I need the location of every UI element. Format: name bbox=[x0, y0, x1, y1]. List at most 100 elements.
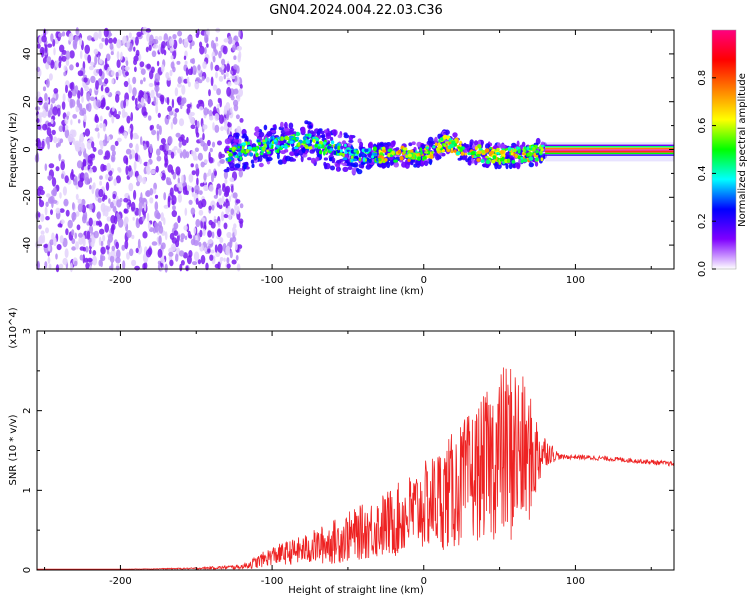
heat-cell bbox=[336, 167, 340, 172]
heat-cell bbox=[309, 149, 315, 154]
heat-cell bbox=[510, 152, 514, 156]
heat-cell bbox=[194, 184, 200, 194]
heat-cell bbox=[207, 139, 211, 147]
heat-cell bbox=[36, 260, 41, 271]
heat-cell bbox=[226, 263, 231, 269]
heat-cell bbox=[203, 172, 207, 181]
colorbar-ticks: 0.0 0.2 0.4 0.6 0.8 bbox=[697, 70, 716, 277]
heat-cell bbox=[362, 153, 366, 157]
heat-cell bbox=[40, 230, 45, 235]
heat-cell bbox=[514, 154, 518, 158]
heat-cell bbox=[79, 254, 84, 261]
heat-cell bbox=[50, 118, 54, 125]
heat-cell bbox=[55, 142, 59, 148]
heat-cell bbox=[477, 150, 482, 154]
heat-cell bbox=[309, 139, 312, 144]
heat-cell bbox=[114, 140, 119, 147]
heat-cell bbox=[340, 145, 344, 150]
heat-cell bbox=[175, 253, 179, 262]
heat-cell bbox=[178, 37, 183, 45]
heat-cell bbox=[338, 152, 343, 156]
heat-cell bbox=[86, 140, 92, 150]
heat-cell bbox=[522, 152, 527, 156]
heat-cell bbox=[258, 162, 264, 168]
heat-cell bbox=[57, 32, 63, 38]
y-tick-label: 3 bbox=[22, 328, 33, 334]
heat-cell bbox=[208, 219, 213, 226]
heat-cell bbox=[85, 262, 90, 270]
heat-cell bbox=[172, 34, 177, 40]
heat-cell bbox=[233, 99, 239, 107]
heat-cell bbox=[147, 115, 152, 121]
heat-cell bbox=[124, 66, 130, 71]
heat-cell bbox=[545, 151, 674, 153]
heat-cell bbox=[496, 147, 500, 151]
heat-cell bbox=[268, 143, 272, 148]
heat-cell bbox=[84, 44, 90, 54]
heat-cell bbox=[46, 193, 51, 198]
heat-cell bbox=[230, 106, 233, 114]
heat-cell bbox=[226, 166, 230, 171]
heat-cell bbox=[302, 136, 306, 141]
heat-cell bbox=[49, 195, 55, 204]
heat-cell bbox=[61, 101, 66, 110]
heat-cell bbox=[180, 237, 184, 243]
heat-cell bbox=[476, 158, 481, 162]
heat-cell bbox=[67, 90, 73, 99]
heat-cell bbox=[236, 92, 241, 102]
heat-cell bbox=[431, 151, 434, 154]
heat-cell bbox=[156, 155, 162, 162]
heat-cell bbox=[288, 135, 294, 139]
heat-cell bbox=[102, 164, 108, 171]
heat-cell bbox=[87, 154, 93, 164]
heat-cell bbox=[234, 163, 241, 169]
heat-cell bbox=[331, 159, 335, 164]
heat-cell bbox=[241, 142, 247, 146]
heat-cell bbox=[177, 76, 182, 84]
heat-cell bbox=[256, 153, 259, 156]
heat-cell bbox=[528, 162, 534, 168]
heat-cell bbox=[378, 161, 383, 164]
x-tick-label: -200 bbox=[109, 275, 132, 286]
heat-cell bbox=[71, 212, 77, 221]
heat-cell bbox=[161, 242, 166, 250]
heat-cell bbox=[391, 150, 395, 156]
heat-cell bbox=[92, 147, 97, 152]
heat-cell bbox=[181, 84, 186, 95]
heat-cell bbox=[528, 148, 533, 151]
heat-cell bbox=[218, 50, 222, 59]
heat-cell bbox=[83, 172, 89, 182]
spectrogram-x-ticks: -200 -100 0 100 bbox=[44, 30, 652, 286]
heat-cell bbox=[149, 143, 153, 154]
heat-cell bbox=[155, 165, 159, 173]
heat-cell bbox=[389, 159, 394, 166]
heat-cell bbox=[263, 124, 268, 131]
heat-cell bbox=[123, 80, 129, 88]
heat-cell bbox=[176, 60, 181, 65]
heat-cell bbox=[233, 138, 240, 144]
heat-cell bbox=[206, 172, 209, 177]
heat-cell bbox=[276, 148, 280, 154]
heat-cell bbox=[111, 223, 116, 231]
heat-cell bbox=[156, 131, 160, 142]
heat-cell bbox=[173, 230, 179, 237]
heat-cell bbox=[435, 147, 440, 152]
heat-cell bbox=[125, 71, 129, 76]
heat-cell bbox=[397, 149, 402, 154]
heat-cell bbox=[167, 135, 173, 145]
heat-cell bbox=[82, 158, 87, 167]
heat-cell bbox=[87, 54, 92, 64]
heat-cell bbox=[116, 212, 120, 219]
heat-cell bbox=[403, 147, 408, 151]
heat-cell bbox=[305, 139, 310, 143]
heat-cell bbox=[123, 197, 129, 203]
heat-cell bbox=[106, 135, 111, 142]
heat-cell bbox=[535, 150, 539, 154]
heat-cell bbox=[171, 169, 174, 175]
heat-cell bbox=[77, 90, 81, 100]
heat-cell bbox=[124, 216, 129, 224]
heat-cell bbox=[247, 141, 250, 146]
heat-cell bbox=[308, 146, 313, 150]
heat-cell bbox=[429, 154, 434, 160]
heat-cell bbox=[71, 246, 76, 251]
